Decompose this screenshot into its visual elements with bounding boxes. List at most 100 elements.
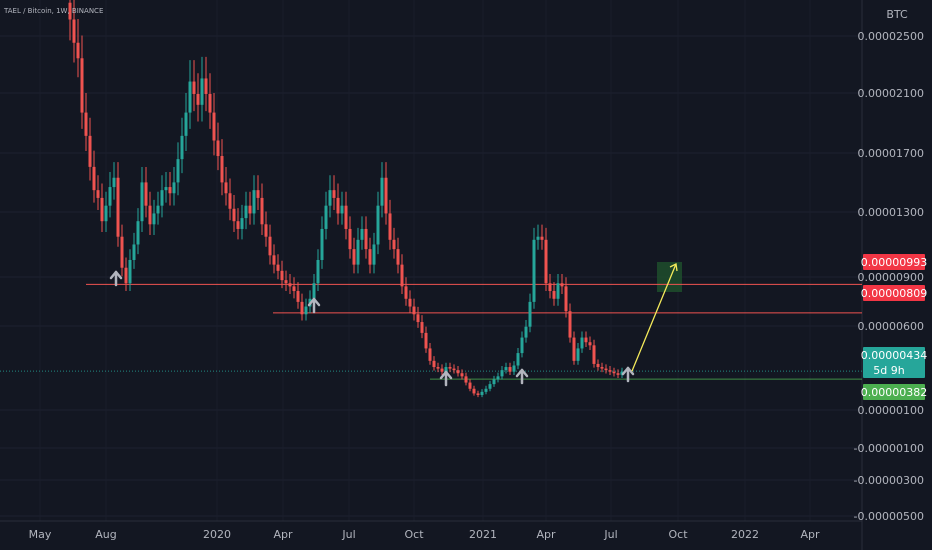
price-axis[interactable]: 0.00002500 0.00002100 0.00001700 0.00001300… bbox=[854, 30, 924, 523]
candle-body bbox=[164, 187, 168, 191]
y-tick-label: 0.00000900 bbox=[858, 271, 924, 284]
candle-body bbox=[292, 286, 296, 292]
x-tick-label: Aug bbox=[95, 528, 116, 541]
candle-body bbox=[120, 236, 124, 268]
y-tick-label: 0.00002500 bbox=[858, 30, 924, 43]
candle-body bbox=[184, 112, 188, 136]
candle-body bbox=[312, 283, 316, 299]
up-arrow-icon bbox=[307, 297, 321, 314]
candle-body bbox=[376, 205, 380, 245]
x-tick-label: Oct bbox=[404, 528, 424, 541]
candle-body bbox=[408, 298, 412, 307]
candle-body bbox=[236, 221, 240, 229]
candle-body bbox=[188, 81, 192, 113]
candle-body bbox=[76, 42, 80, 59]
price-tag-resistance-top: 0.00000993 bbox=[861, 254, 927, 270]
candle-body bbox=[424, 332, 428, 349]
time-axis[interactable]: May Aug 2020 Apr Jul Oct 2021 Apr Jul Oct 2022 Apr bbox=[29, 528, 820, 541]
candle-body bbox=[264, 224, 268, 237]
candle-body bbox=[244, 205, 248, 219]
candle-body bbox=[608, 370, 612, 372]
up-arrow-icon bbox=[109, 270, 123, 287]
candle-body bbox=[364, 228, 368, 250]
y-tick-label: 0.00000100 bbox=[858, 404, 924, 417]
x-tick-label: 2022 bbox=[731, 528, 759, 541]
candle-body bbox=[616, 373, 620, 375]
candle-body bbox=[304, 306, 308, 315]
candle-body bbox=[276, 264, 280, 271]
candle-body bbox=[256, 190, 260, 198]
candle-body bbox=[568, 311, 572, 338]
candle-body bbox=[340, 205, 344, 214]
candle-body bbox=[228, 193, 232, 209]
candle-body bbox=[604, 368, 608, 371]
candle-body bbox=[588, 342, 592, 346]
price-tag-resistance-top-text: 0.00000993 bbox=[861, 256, 927, 269]
candle-body bbox=[96, 190, 100, 198]
candle-body bbox=[508, 367, 512, 372]
candle-body bbox=[328, 190, 332, 206]
candle-body bbox=[540, 236, 544, 240]
candle-body bbox=[420, 322, 424, 333]
candle-body bbox=[356, 239, 360, 265]
candle-body bbox=[380, 177, 384, 206]
candle-body bbox=[196, 93, 200, 105]
y-tick-label: -0.00000500 bbox=[854, 510, 924, 523]
candle-body bbox=[468, 382, 472, 389]
candle-body bbox=[444, 367, 448, 372]
candle-body bbox=[156, 205, 160, 214]
candle-body bbox=[136, 221, 140, 245]
candle-body bbox=[112, 177, 116, 188]
x-tick-label: 2020 bbox=[203, 528, 231, 541]
x-tick-label: Jul bbox=[603, 528, 617, 541]
candle-body bbox=[536, 236, 540, 240]
candle-body bbox=[564, 286, 568, 312]
candle-body bbox=[208, 93, 212, 113]
price-tag-resistance-bottom-text: 0.00000809 bbox=[861, 287, 927, 300]
candle-body bbox=[260, 197, 264, 225]
price-tag-low-bg bbox=[863, 384, 925, 400]
candle-body bbox=[528, 301, 532, 327]
candle-body bbox=[580, 337, 584, 349]
candle-body bbox=[252, 190, 256, 214]
candle-body bbox=[300, 301, 304, 315]
x-tick-label: Apr bbox=[800, 528, 820, 541]
candle-body bbox=[296, 291, 300, 302]
candle-body bbox=[544, 239, 548, 284]
candle-body bbox=[600, 367, 604, 369]
symbol-title: TAEL / Bitcoin, 1W, BINANCE bbox=[3, 7, 103, 15]
candle-body bbox=[152, 213, 156, 225]
candle-body bbox=[504, 367, 508, 371]
candle-body bbox=[348, 228, 352, 250]
candle-body bbox=[316, 259, 320, 284]
candle-body bbox=[592, 345, 596, 364]
candle-body bbox=[476, 393, 480, 395]
candle-body bbox=[216, 140, 220, 157]
y-tick-label: 0.00001300 bbox=[858, 206, 924, 219]
candle-body bbox=[160, 190, 164, 206]
candle-body bbox=[148, 205, 152, 225]
price-tag-current: 0.00000434 5d 9h bbox=[861, 347, 927, 378]
candle-body bbox=[344, 205, 348, 229]
candle-body bbox=[280, 270, 284, 281]
candle-body bbox=[436, 367, 440, 369]
x-tick-label: Apr bbox=[273, 528, 293, 541]
projection-arrow-head bbox=[669, 263, 678, 272]
price-tag-resistance-bottom-bg bbox=[863, 285, 925, 301]
y-tick-label: -0.00000300 bbox=[854, 474, 924, 487]
candle-body bbox=[404, 286, 408, 299]
candle-body bbox=[332, 190, 336, 198]
candle-body bbox=[460, 373, 464, 377]
candle-body bbox=[176, 159, 180, 183]
candle-body bbox=[448, 367, 452, 369]
x-tick-label: Jul bbox=[341, 528, 355, 541]
candle-body bbox=[484, 388, 488, 392]
candle-body bbox=[88, 135, 92, 167]
candle-body bbox=[500, 370, 504, 377]
candle-body bbox=[432, 360, 436, 368]
candle-body bbox=[384, 177, 388, 214]
candle-body bbox=[108, 187, 112, 206]
candle-body bbox=[172, 182, 176, 194]
